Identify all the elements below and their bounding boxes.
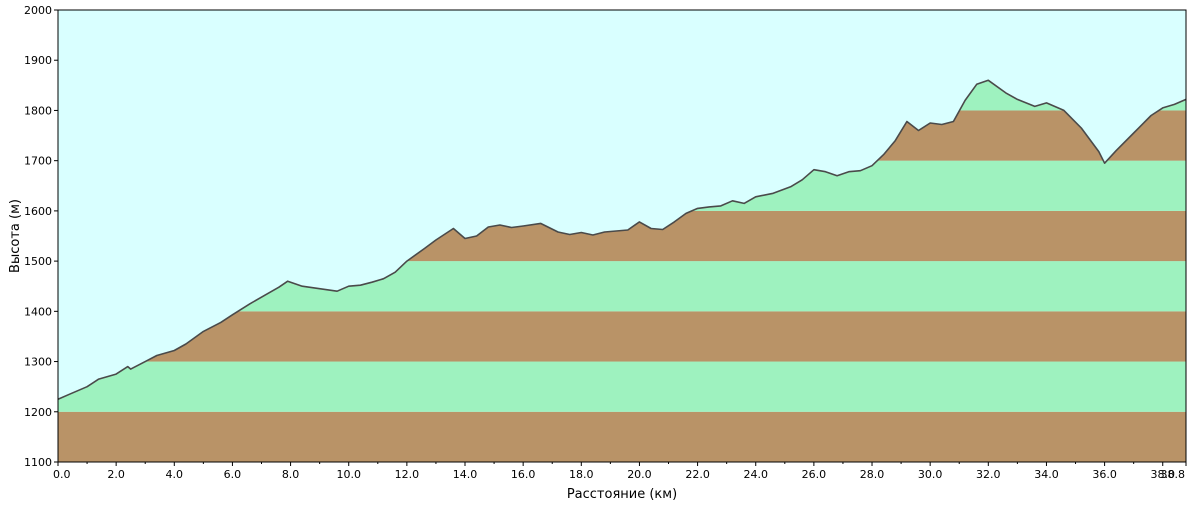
elevation-band [58,311,1186,362]
x-tick-label: 36.0 [1092,468,1117,481]
x-tick-label: 16.0 [511,468,536,481]
x-tick-label: 8.0 [282,468,300,481]
x-axis-title: Расстояние (км) [567,487,677,502]
x-tick-label: 38.8 [1161,468,1186,481]
x-tick-label: 22.0 [685,468,710,481]
y-tick-label: 1800 [24,104,52,117]
x-tick-label: 24.0 [743,468,768,481]
elevation-profile-line [57,79,1187,400]
y-tick-label: 1500 [24,255,52,268]
x-tick-label: 30.0 [918,468,943,481]
elevation-band [58,411,1186,462]
x-tick-label: 34.0 [1034,468,1059,481]
x-tick-label: 14.0 [453,468,478,481]
y-tick-label: 2000 [24,4,52,17]
y-tick-label: 1100 [24,456,52,469]
x-tick-label: 6.0 [224,468,242,481]
plot-frame [57,9,1187,463]
y-tick-label: 1200 [24,406,52,419]
x-axis: 0.0 2.0 4.0 6.0 8.0 10.0 12.0 14.0 16.0 18.0 20.0 2… [53,462,1187,481]
y-axis-title: Высота (м) [8,199,23,273]
y-tick-label: 1900 [24,54,52,67]
x-tick-label: 0.0 [53,468,71,481]
x-tick-label: 18.0 [569,468,594,481]
x-tick-label: 4.0 [166,468,184,481]
elevation-band [58,361,1186,412]
x-tick-label: 32.0 [976,468,1001,481]
x-tick-label: 38.0 [1150,468,1175,481]
x-tick-label: 28.0 [860,468,885,481]
y-tick-label: 1300 [24,356,52,369]
y-tick-label: 1600 [24,205,52,218]
x-tick-label: 2.0 [107,468,125,481]
y-tick-label: 1400 [24,305,52,318]
y-tick-label: 1700 [24,155,52,168]
x-tick-label: 12.0 [395,468,420,481]
plot-area [57,9,1187,463]
x-tick-label: 10.0 [336,468,361,481]
x-tick-label: 20.0 [627,468,652,481]
y-axis: 1100 1200 1300 1400 1500 1600 1700 1800 1900 2000 [24,4,58,469]
x-tick-label: 26.0 [802,468,827,481]
